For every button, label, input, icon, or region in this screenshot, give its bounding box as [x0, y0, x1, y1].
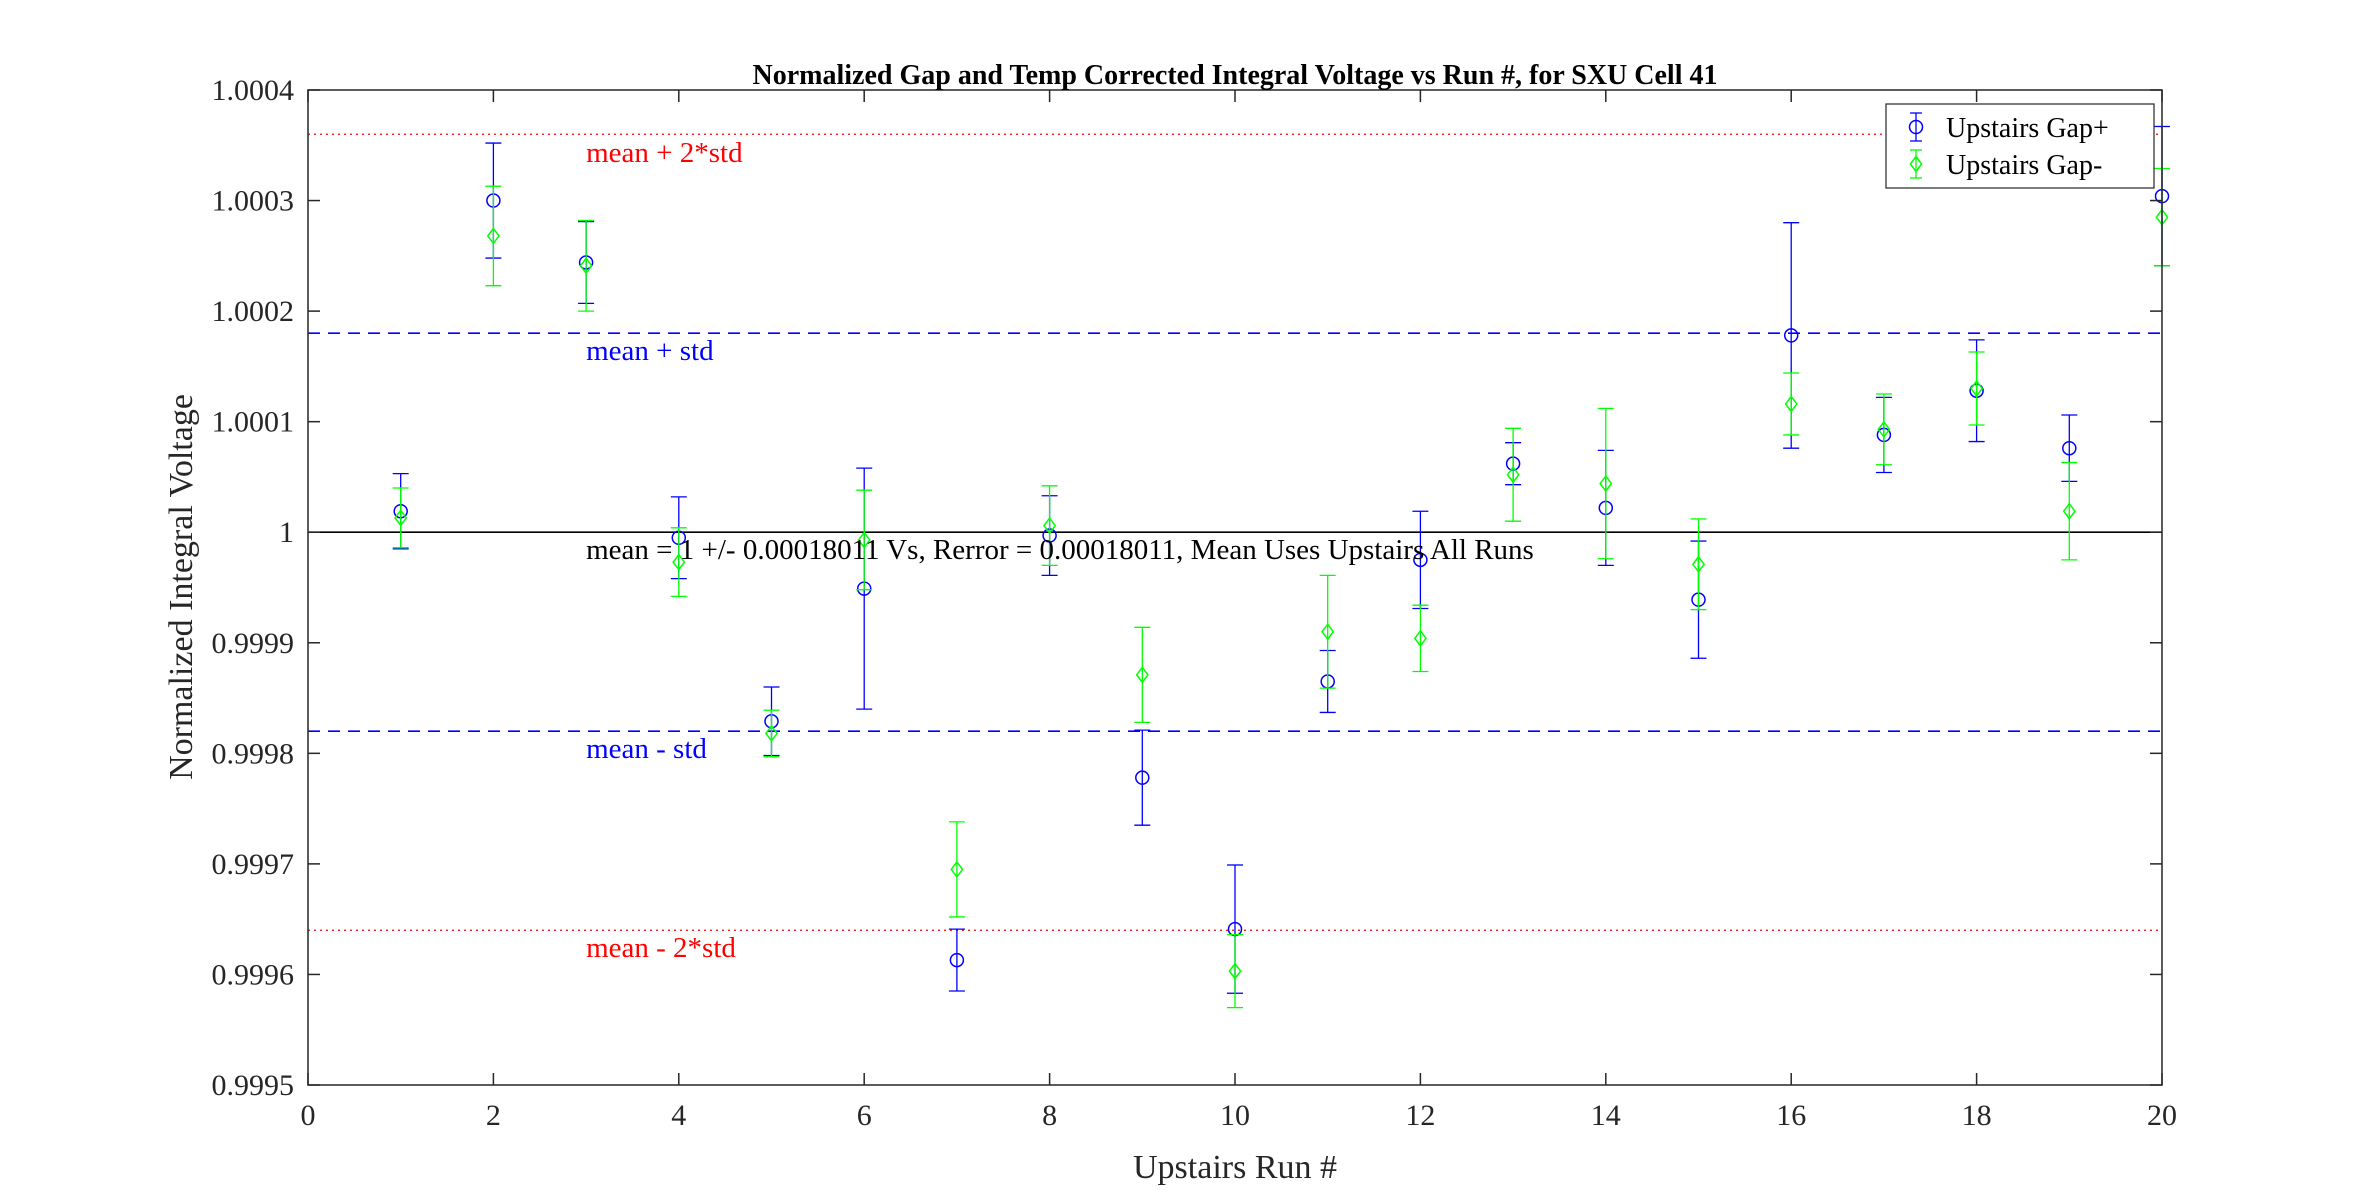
data-point [1413, 629, 1427, 648]
legend-marker [1908, 119, 1924, 135]
x-tick-label: 6 [857, 1099, 872, 1132]
data-point [1506, 465, 1520, 484]
data-point [1691, 555, 1706, 574]
y-tick-label: 1.0003 [212, 185, 295, 218]
data-point [394, 509, 408, 527]
reference-line-label: mean - std [586, 733, 707, 765]
data-point [2062, 440, 2077, 456]
y-axis-label: Normalized Integral Voltage [163, 394, 200, 780]
data-point [1784, 395, 1798, 413]
x-tick-label: 10 [1220, 1099, 1250, 1132]
x-tick-label: 0 [301, 1099, 316, 1132]
y-tick-label: 1.0001 [212, 406, 295, 439]
data-point [1783, 328, 1799, 343]
legend-marker [1909, 155, 1923, 173]
legend-label: Upstairs Gap- [1946, 150, 2102, 181]
data-series [392, 125, 2170, 1009]
data-point [764, 724, 779, 743]
chart-title: Normalized Gap and Temp Corrected Integr… [753, 60, 1718, 91]
y-tick-label: 1 [279, 516, 294, 549]
y-tick-label: 0.9999 [212, 627, 295, 660]
x-axis-label: Upstairs Run # [1133, 1149, 1337, 1186]
x-tick-label: 8 [1042, 1099, 1057, 1132]
reference-line-label: mean = 1 +/- 0.00018011 Vs, Rerror = 0.0… [586, 534, 1534, 566]
data-point [672, 553, 686, 571]
y-tick-label: 1.0004 [212, 74, 295, 107]
x-tick-label: 16 [1776, 1099, 1806, 1132]
data-point [2062, 502, 2076, 520]
data-point [1321, 622, 1335, 641]
legend-label: Upstairs Gap+ [1946, 113, 2109, 144]
x-tick-label: 4 [671, 1099, 686, 1132]
data-point [949, 952, 965, 968]
legend-box [1885, 103, 2155, 189]
y-tick-label: 0.9998 [212, 737, 295, 770]
data-point [1413, 552, 1428, 568]
data-point [1135, 770, 1150, 785]
data-point [1135, 666, 1149, 684]
data-point [579, 257, 593, 275]
y-tick-label: 0.9996 [212, 958, 295, 991]
y-tick-label: 0.9997 [212, 848, 295, 881]
data-point [1043, 516, 1057, 535]
data-point [857, 531, 871, 549]
reference-lines [308, 133, 2162, 931]
y-tick-label: 0.9995 [212, 1069, 295, 1102]
reference-line-label: mean + std [586, 335, 714, 367]
reference-line-label: mean + 2*std [586, 137, 743, 169]
ticks: 0 2 4 6 8 10 12 14 16 18 20 0.9995 0.9996 0.9997 0.999… [212, 74, 2178, 1132]
data-point [1228, 962, 1242, 980]
x-tick-label: 14 [1591, 1099, 1621, 1132]
data-point [1599, 474, 1613, 493]
data-point [1877, 420, 1891, 439]
y-tick-label: 1.0002 [212, 295, 295, 328]
data-point [1970, 379, 1984, 398]
x-tick-label: 2 [486, 1099, 501, 1132]
x-tick-label: 12 [1405, 1099, 1435, 1132]
legend: Upstairs Gap+ Upstairs Gap- [1885, 103, 2155, 189]
x-tick-label: 20 [2147, 1099, 2177, 1132]
x-tick-label: 18 [1962, 1099, 1992, 1132]
reference-line-label: mean - 2*std [586, 932, 736, 964]
data-point [486, 227, 500, 245]
data-point [950, 860, 964, 879]
